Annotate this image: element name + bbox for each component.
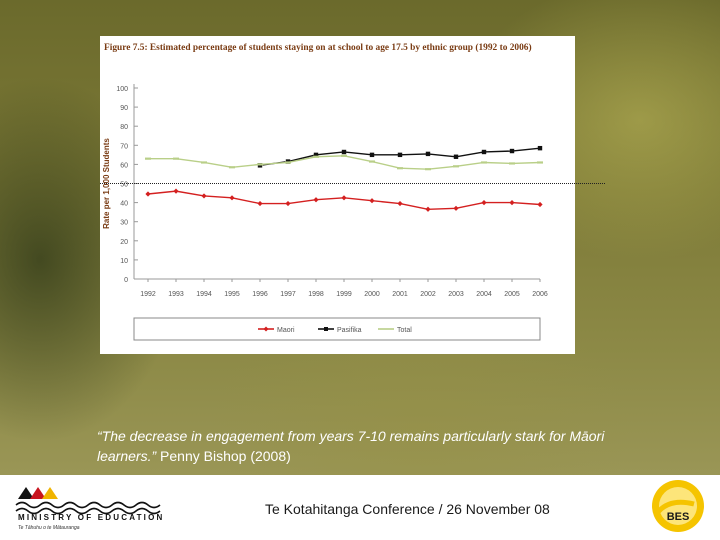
y-tick-label: 10	[120, 258, 128, 265]
x-tick-label: 1996	[252, 291, 268, 298]
data-point-pasifika	[537, 145, 543, 151]
y-tick-label: 90	[120, 105, 128, 112]
data-point-pasifika	[341, 149, 347, 155]
data-point-maori	[509, 200, 515, 206]
data-point-maori	[425, 206, 431, 212]
y-tick-label: 70	[120, 143, 128, 150]
x-tick-label: 2000	[364, 291, 380, 298]
x-tick-label: 2005	[504, 291, 520, 298]
x-tick-label: 2003	[448, 291, 464, 298]
ministry-name: MINISTRY OF EDUCATION	[18, 513, 165, 522]
y-tick-label: 0	[124, 277, 128, 284]
y-tick-label: 30	[120, 220, 128, 227]
ministry-subtitle: Te Tāhuhu o te Mātauranga	[18, 525, 80, 531]
chart-title: Figure 7.5: Estimated percentage of stud…	[104, 42, 532, 53]
data-point-maori	[537, 201, 543, 208]
data-point-maori	[397, 200, 403, 207]
data-point-maori	[201, 193, 207, 199]
legend-label-maori: Maori	[277, 327, 295, 334]
bes-logo-label: BES	[667, 511, 690, 523]
x-tick-label: 2001	[392, 291, 408, 298]
quote-text: “The decrease in engagement from years 7…	[97, 428, 605, 464]
ministry-of-education-logo	[15, 487, 161, 515]
data-point-maori	[341, 195, 347, 201]
data-point-maori	[481, 200, 487, 206]
x-tick-label: 1995	[224, 291, 240, 298]
quote-block: “The decrease in engagement from years 7…	[97, 426, 637, 466]
bes-logo: BES	[652, 480, 704, 532]
quote-author: Penny Bishop (2008)	[156, 448, 291, 464]
x-tick-label: 1998	[308, 291, 324, 298]
data-point-pasifika	[313, 152, 319, 158]
legend-marker-maori	[263, 326, 269, 332]
y-tick-label: 100	[116, 86, 128, 93]
data-point-maori	[313, 197, 319, 203]
data-point-pasifika	[425, 151, 431, 157]
x-tick-label: 1999	[336, 291, 352, 298]
data-point-pasifika	[481, 149, 487, 155]
legend-label-total: Total	[397, 327, 412, 334]
chart-card: Figure 7.5: Estimated percentage of stud…	[100, 36, 575, 354]
data-point-maori	[257, 200, 263, 207]
y-tick-label: 80	[120, 124, 128, 131]
legend-box	[133, 317, 541, 341]
data-point-pasifika	[397, 152, 403, 158]
legend-label-pasifika: Pasifika	[337, 327, 362, 334]
data-point-maori	[369, 198, 375, 204]
data-point-maori	[285, 200, 291, 207]
y-tick-label: 60	[120, 162, 128, 169]
data-point-maori	[173, 188, 179, 194]
x-tick-label: 1992	[140, 291, 156, 298]
x-tick-label: 2006	[532, 291, 548, 298]
line-chart: Figure 7.5: Estimated percentage of stud…	[102, 42, 548, 341]
footer-bar: MINISTRY OF EDUCATION Te Tāhuhu o te Māt…	[0, 475, 720, 540]
y-tick-label: 50	[120, 182, 128, 189]
data-point-pasifika	[453, 154, 459, 159]
data-point-pasifika	[509, 148, 515, 154]
y-tick-label: 20	[120, 239, 128, 246]
x-tick-label: 2002	[420, 291, 436, 298]
x-tick-label: 1994	[196, 291, 212, 298]
data-point-maori	[453, 205, 459, 211]
conference-label: Te Kotahitanga Conference / 26 November …	[265, 501, 550, 517]
y-tick-label: 40	[120, 201, 128, 208]
x-tick-label: 1997	[280, 291, 296, 298]
dotted-reference-line	[100, 183, 605, 184]
data-point-maori	[145, 191, 151, 197]
x-tick-label: 1993	[168, 291, 184, 298]
legend-marker-pasifika	[324, 327, 328, 331]
data-point-maori	[229, 195, 235, 201]
x-tick-label: 2004	[476, 291, 492, 298]
data-point-pasifika	[369, 152, 375, 158]
